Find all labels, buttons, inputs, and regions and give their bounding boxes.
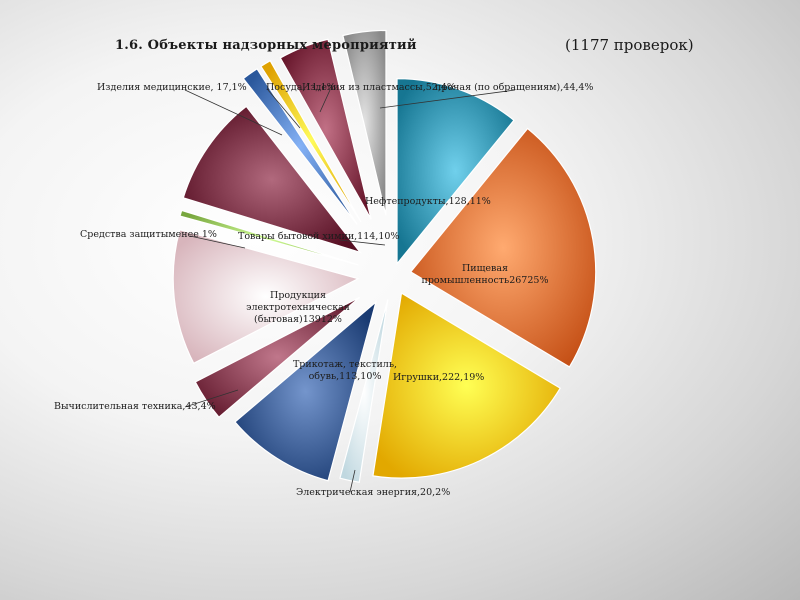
label-other: прочая (по обращениям),44,4% xyxy=(435,82,594,93)
chart-title: 1.6. Объекты надзорных мероприятий xyxy=(115,38,417,53)
label-medical: Изделия медицинские, 17,1% xyxy=(97,82,247,93)
slice-electric xyxy=(339,299,389,483)
label-textile: Трикотаж, текстиль, обувь,113,10% xyxy=(292,359,398,382)
slice-textile xyxy=(234,300,377,482)
label-electrotech: Продукция электротехническая (бытовая)13… xyxy=(246,290,350,325)
leader-line xyxy=(267,89,301,129)
slice-other xyxy=(342,29,387,216)
leader-line xyxy=(339,239,386,246)
slice-food xyxy=(409,127,597,368)
slice-protection xyxy=(179,209,359,266)
leader-line xyxy=(349,469,356,493)
leader-line xyxy=(189,235,246,249)
label-computers: Вычислительная техника,43,4% xyxy=(54,401,216,412)
label-electric: Электрическая энергия,20,2% xyxy=(296,487,451,498)
leader-line xyxy=(184,89,283,136)
slice-household-chem xyxy=(182,105,362,254)
label-plastics: Изделия из пластмассы,52,4% xyxy=(302,82,456,93)
label-protection: Средства защитыменее 1% xyxy=(80,229,217,240)
leader-line xyxy=(319,89,331,113)
leader-line xyxy=(379,89,516,109)
label-toys: Игрушки,222,19% xyxy=(393,372,485,383)
slice-plastics xyxy=(279,38,372,220)
chart-subtitle: (1177 проверок) xyxy=(565,36,694,54)
slice-electrotech xyxy=(172,229,360,365)
slice-dishes xyxy=(260,59,362,223)
slice-toys xyxy=(372,292,562,479)
label-household-chem: Товары бытовой химии,114,10% xyxy=(238,231,400,242)
label-food: Пищевая промышленность26725% xyxy=(421,263,549,286)
label-dishes: Посуда,11,1% xyxy=(266,82,336,93)
slice-neft xyxy=(396,78,515,266)
leader-line xyxy=(184,389,239,408)
label-neft: Нефтепродукты,128,11% xyxy=(365,196,491,207)
slice-medical xyxy=(242,68,358,225)
